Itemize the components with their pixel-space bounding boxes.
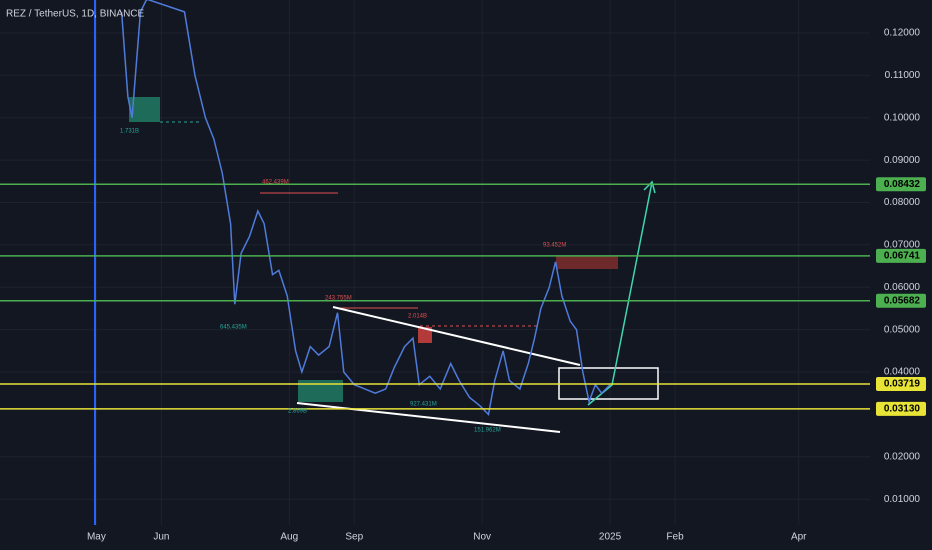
level-label: 0.06741 — [884, 251, 921, 262]
zone — [129, 97, 160, 122]
level-tag — [876, 248, 926, 263]
y-tick-label: 0.09000 — [884, 155, 921, 166]
annotation: 1.731B — [120, 129, 139, 135]
arrow-head — [643, 180, 656, 194]
y-tick-label: 0.11000 — [885, 70, 921, 81]
y-tick-label: 0.08000 — [884, 197, 921, 208]
annotation: 927.431M — [410, 402, 437, 408]
annotation: 151.962M — [474, 428, 501, 434]
zone — [418, 327, 432, 343]
x-tick-label: Nov — [473, 532, 491, 543]
y-tick-label: 0.02000 — [884, 451, 921, 462]
zone — [556, 256, 618, 269]
level-label: 0.05682 — [884, 295, 921, 306]
y-tick-label: 0.01000 — [884, 494, 921, 505]
annotation: 462.439M — [262, 180, 289, 186]
annotation: 2.869B — [288, 409, 307, 415]
annotation: 93.452M — [543, 243, 566, 249]
x-tick-label: Apr — [791, 532, 807, 543]
axis-bg — [870, 0, 932, 550]
y-tick-label: 0.06000 — [884, 282, 921, 293]
x-tick-label: Jun — [153, 532, 169, 543]
x-tick-label: Feb — [666, 532, 684, 543]
chart-title: REZ / TetherUS, 1D, BINANCE — [6, 9, 145, 20]
level-label: 0.03719 — [884, 379, 921, 390]
level-tag — [876, 177, 926, 192]
trend-line — [332, 306, 581, 366]
level-label: 0.03130 — [884, 404, 921, 415]
projection — [587, 181, 653, 406]
y-tick-label: 0.05000 — [884, 324, 921, 335]
x-tick-label: May — [87, 532, 106, 543]
y-tick-label: 0.12000 — [884, 28, 921, 39]
level-tag — [876, 376, 926, 391]
x-tick-label: Aug — [280, 532, 298, 543]
axis-bg — [0, 525, 932, 550]
level-tag — [876, 401, 926, 416]
annotation: 645.435M — [220, 325, 247, 331]
y-tick-label: 0.07000 — [884, 240, 921, 251]
annotation: 2.014B — [408, 314, 427, 320]
level-label: 0.08432 — [884, 179, 921, 190]
trend-line — [296, 402, 561, 433]
annotation: 243.755M — [325, 296, 352, 302]
x-tick-label: 2025 — [599, 532, 622, 543]
y-tick-label: 0.10000 — [884, 112, 921, 123]
y-tick-label: 0.04000 — [884, 367, 921, 378]
level-tag — [876, 293, 926, 308]
zone — [298, 380, 343, 402]
price-line — [120, 0, 611, 416]
x-tick-label: Sep — [345, 532, 363, 543]
